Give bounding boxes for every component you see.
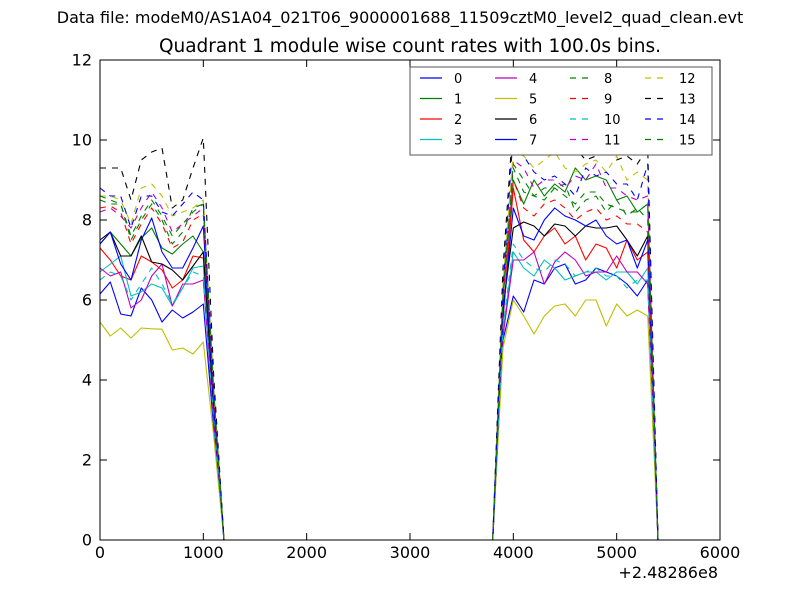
legend-label-14: 14 (679, 113, 696, 128)
x-tick-label: 3000 (390, 543, 431, 562)
x-tick-label: 4000 (493, 543, 534, 562)
legend-label-11: 11 (604, 134, 621, 149)
legend-label-1: 1 (454, 93, 462, 108)
y-tick-label: 8 (82, 211, 92, 230)
series-line-7 (99, 207, 659, 541)
legend-label-10: 10 (604, 113, 621, 128)
y-tick-label: 2 (82, 451, 92, 470)
series-line-1 (99, 167, 659, 541)
legend-label-7: 7 (529, 134, 537, 149)
series-line-5 (99, 299, 659, 541)
legend-label-12: 12 (679, 72, 696, 87)
legend-label-3: 3 (454, 134, 462, 149)
series-line-11 (99, 159, 659, 541)
legend-label-8: 8 (604, 72, 612, 87)
y-tick-label: 10 (72, 131, 92, 150)
series-line-6 (99, 221, 659, 541)
series-line-13 (100, 119, 659, 541)
legend-label-13: 13 (679, 93, 696, 108)
figure-suptitle: Data file: modeM0/AS1A04_021T06_90000016… (56, 8, 744, 27)
series-line-10 (99, 243, 659, 541)
series-layer (99, 119, 659, 541)
x-tick-label: 6000 (700, 543, 741, 562)
x-offset-label: +2.48286e8 (618, 563, 718, 582)
legend-label-0: 0 (454, 72, 462, 87)
series-line-14 (99, 131, 659, 541)
series-line-4 (99, 251, 659, 541)
y-tick-label: 12 (72, 51, 92, 70)
legend-label-2: 2 (454, 113, 462, 128)
legend-label-6: 6 (529, 113, 537, 128)
series-line-8 (99, 163, 659, 541)
x-tick-label: 0 (95, 543, 105, 562)
legend-label-9: 9 (604, 93, 612, 108)
x-tick-label: 2000 (286, 543, 327, 562)
legend-label-4: 4 (529, 72, 537, 87)
legend-frame (409, 66, 713, 156)
x-tick-label: 5000 (596, 543, 637, 562)
y-tick-label: 4 (82, 371, 92, 390)
chart-title: Quadrant 1 module wise count rates with … (158, 36, 662, 57)
x-tick-label: 1000 (183, 543, 224, 562)
legend-label-15: 15 (679, 134, 696, 149)
y-tick-label: 6 (82, 291, 92, 310)
series-line-9 (99, 179, 659, 541)
y-tick-label: 0 (82, 531, 92, 550)
series-line-15 (99, 167, 659, 541)
legend-label-5: 5 (529, 93, 537, 108)
series-line-12 (100, 151, 659, 541)
series-line-3 (99, 251, 659, 541)
series-line-0 (99, 263, 659, 541)
